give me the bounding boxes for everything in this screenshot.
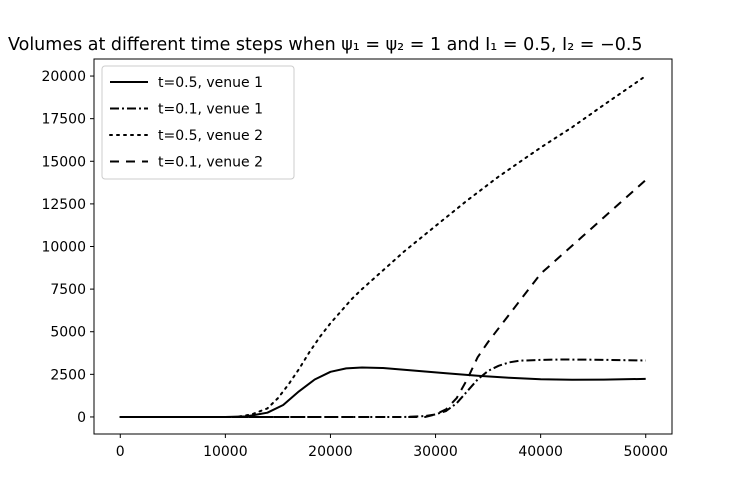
y-tick-label: 0 [77,410,86,426]
legend: t=0.5, venue 1 t=0.1, venue 1 t=0.5, venue… [101,65,295,180]
legend-label-2: t=0.1, venue 1 [158,102,263,118]
y-tick-label: 10000 [41,240,86,256]
x-tick-label: 20000 [308,444,353,460]
series-line-4 [120,179,647,418]
y-tick-label: 2500 [50,367,86,383]
series-line-3 [119,75,647,418]
series-layer [119,75,647,418]
x-tick-label: 50000 [623,444,668,460]
series-line-1 [120,366,646,418]
legend-label-4: t=0.1, venue 2 [158,155,263,171]
y-tick-label: 7500 [50,282,86,298]
y-tick-label: 12500 [41,197,86,213]
y-tick-label: 17500 [41,112,86,128]
y-tick-label: 5000 [50,325,86,341]
legend-label-3: t=0.5, venue 2 [158,128,263,144]
x-tick-label: 30000 [413,444,458,460]
y-tick-label: 15000 [41,154,86,170]
legend-box [101,65,295,180]
chart-title: Volumes at different time steps when ψ₁ … [8,35,643,55]
x-tick-label: 0 [116,444,125,460]
y-tick-label: 20000 [41,69,86,85]
x-tick-label: 40000 [518,444,563,460]
x-tick-label: 10000 [203,444,248,460]
legend-label-1: t=0.5, venue 1 [158,75,263,91]
axis-ticks: 0 10000 20000 30000 40000 50000 0 2500 5000 7500 1… [41,69,668,460]
